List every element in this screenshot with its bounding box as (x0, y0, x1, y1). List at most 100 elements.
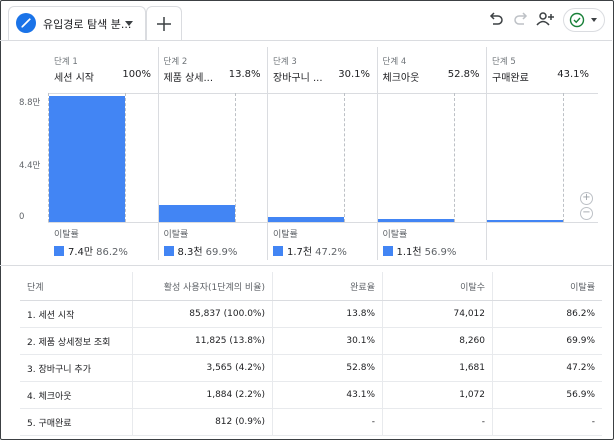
dropoff-rate: 69.9% (205, 247, 238, 258)
add-tab-button[interactable] (146, 6, 182, 41)
funnel-table: 단계 활성 사용자(1단계의 비율) 완료율 이탈수 이탈률 1. 세션 시작 8… (20, 272, 602, 436)
y-tick-label: 8.8만 (19, 98, 41, 108)
redo-icon[interactable] (511, 9, 531, 29)
chevron-down-icon (591, 18, 597, 22)
table-cell: 1,072 (382, 381, 493, 409)
dropoff-value: 8.3천 69.9% (163, 243, 238, 258)
dropoff-label: 이탈률 (54, 230, 79, 240)
table-header-row: 단계 활성 사용자(1단계의 비율) 완료율 이탈수 이탈률 (20, 272, 602, 301)
table-cell: 43.1% (272, 381, 383, 409)
zoom-out-icon[interactable]: − (580, 207, 593, 220)
table-row[interactable]: 2. 제품 상세정보 조회 11,825 (13.8%) 30.1% 8,260 69.… (20, 327, 602, 355)
undo-icon[interactable] (486, 9, 506, 29)
dropoff-value: 7.4만 86.2% (54, 243, 128, 258)
dropoff-label: 이탈률 (163, 230, 189, 240)
caret-down-icon[interactable] (125, 21, 133, 26)
step-number: 단계 3 (273, 57, 297, 67)
table-cell: 2. 제품 상세정보 조회 (20, 327, 133, 355)
tab-title: 유입경로 탐색 분... (43, 18, 132, 31)
funnel-chart: 단계 1 세션 시작 100% 이탈률 7.4만 86.2% 단계 2 제품 상세... 13.… (48, 47, 598, 260)
dropoff-count: 1.7천 (287, 247, 313, 258)
table-cell: 3. 장바구니 추가 (20, 354, 133, 382)
step-separator (486, 47, 487, 260)
dropoff-value: 1.7천 47.2% (273, 243, 347, 258)
column-header[interactable]: 단계 (20, 272, 133, 301)
table-cell: 1,681 (382, 354, 493, 382)
table-cell: - (492, 408, 602, 436)
funnel-bar[interactable] (158, 204, 235, 222)
grid-guide (125, 93, 126, 222)
table-row[interactable]: 5. 구매완료 812 (0.9%) - - - (20, 408, 602, 436)
table-row[interactable]: 3. 장바구니 추가 3,565 (4.2%) 52.8% 1,681 47.2% (20, 354, 602, 382)
column-header[interactable]: 이탈률 (492, 272, 602, 301)
funnel-step-1[interactable]: 단계 1 세션 시작 100% 이탈률 7.4만 86.2% (48, 47, 157, 260)
dropoff-rate: 86.2% (96, 247, 128, 258)
grid-guide (453, 93, 455, 222)
check-circle-icon (569, 12, 585, 28)
step-number: 단계 2 (163, 57, 188, 67)
table-cell: 56.9% (492, 381, 602, 409)
column-header[interactable]: 이탈수 (382, 272, 493, 301)
share-user-icon[interactable] (535, 9, 555, 29)
legend-swatch (273, 246, 283, 256)
table-cell: 69.9% (492, 327, 602, 355)
plot-top-line (48, 93, 598, 94)
funnel-bar[interactable] (377, 219, 454, 222)
step-number: 단계 4 (382, 57, 407, 67)
dropoff-label: 이탈률 (382, 230, 408, 240)
exploration-tab[interactable]: 유입경로 탐색 분... (8, 6, 146, 41)
dropoff-rate: 56.9% (424, 247, 457, 258)
plus-icon (157, 17, 171, 31)
legend-swatch (163, 246, 174, 256)
dropoff-count: 7.4만 (68, 247, 94, 258)
legend-swatch (382, 246, 393, 256)
step-percent: 52.8% (447, 69, 480, 80)
step-name: 장바구니 ... (273, 73, 323, 84)
dropoff-label: 이탈률 (273, 230, 298, 240)
pencil-icon[interactable] (16, 13, 36, 33)
table-cell: 5. 구매완료 (20, 408, 133, 436)
step-percent: 30.1% (338, 69, 370, 80)
table-cell: 4. 체크아웃 (20, 381, 133, 409)
funnel-bar[interactable] (268, 216, 344, 222)
table-row[interactable]: 4. 체크아웃 1,884 (2.2%) 43.1% 1,072 56.9% (20, 381, 602, 409)
legend-swatch (54, 246, 64, 256)
step-percent: 100% (122, 69, 151, 80)
plot-baseline (48, 222, 598, 223)
step-name: 구매완료 (492, 73, 529, 84)
step-percent: 13.8% (228, 69, 261, 80)
step-number: 단계 1 (54, 57, 78, 67)
grid-guide (563, 93, 564, 222)
funnel-step-5[interactable]: 단계 5 구매완료 43.1% (486, 47, 595, 260)
table-cell: 3,565 (4.2%) (132, 354, 273, 382)
funnel-step-4[interactable]: 단계 4 체크아웃 52.8% 이탈률 1.1천 56.9% (376, 47, 486, 260)
toolbar-divider (0, 40, 612, 41)
funnel-bar[interactable] (49, 96, 125, 222)
table-cell: 86.2% (492, 300, 602, 328)
zoom-in-icon[interactable]: + (580, 192, 593, 205)
table-cell: 52.8% (272, 354, 383, 382)
table-cell: 30.1% (272, 327, 383, 355)
grid-guide (48, 93, 49, 222)
dropoff-value: 1.1천 56.9% (382, 243, 457, 258)
step-number: 단계 5 (492, 57, 516, 67)
table-cell: 1. 세션 시작 (20, 300, 133, 328)
section-divider (0, 265, 612, 266)
table-cell: 812 (0.9%) (132, 408, 273, 436)
funnel-step-3[interactable]: 단계 3 장바구니 ... 30.1% 이탈률 1.7천 47.2% (267, 47, 376, 260)
dropoff-count: 1.1천 (396, 247, 422, 258)
funnel-step-2[interactable]: 단계 2 제품 상세... 13.8% 이탈률 8.3천 69.9% (157, 47, 267, 260)
table-cell: 1,884 (2.2%) (132, 381, 273, 409)
funnel-bar[interactable] (487, 220, 563, 222)
dropoff-count: 8.3천 (177, 247, 203, 258)
column-header[interactable]: 활성 사용자(1단계의 비율) (132, 272, 273, 301)
column-header[interactable]: 완료율 (272, 272, 383, 301)
status-check-button[interactable] (563, 8, 605, 32)
table-row[interactable]: 1. 세션 시작 85,837 (100.0%) 13.8% 74,012 86.2% (20, 300, 602, 328)
table-cell: 47.2% (492, 354, 602, 382)
dropoff-rate: 47.2% (315, 247, 347, 258)
step-name: 체크아웃 (382, 73, 420, 84)
table-cell: 13.8% (272, 300, 383, 328)
y-tick-label: 0 (19, 212, 25, 222)
table-cell: - (382, 408, 493, 436)
